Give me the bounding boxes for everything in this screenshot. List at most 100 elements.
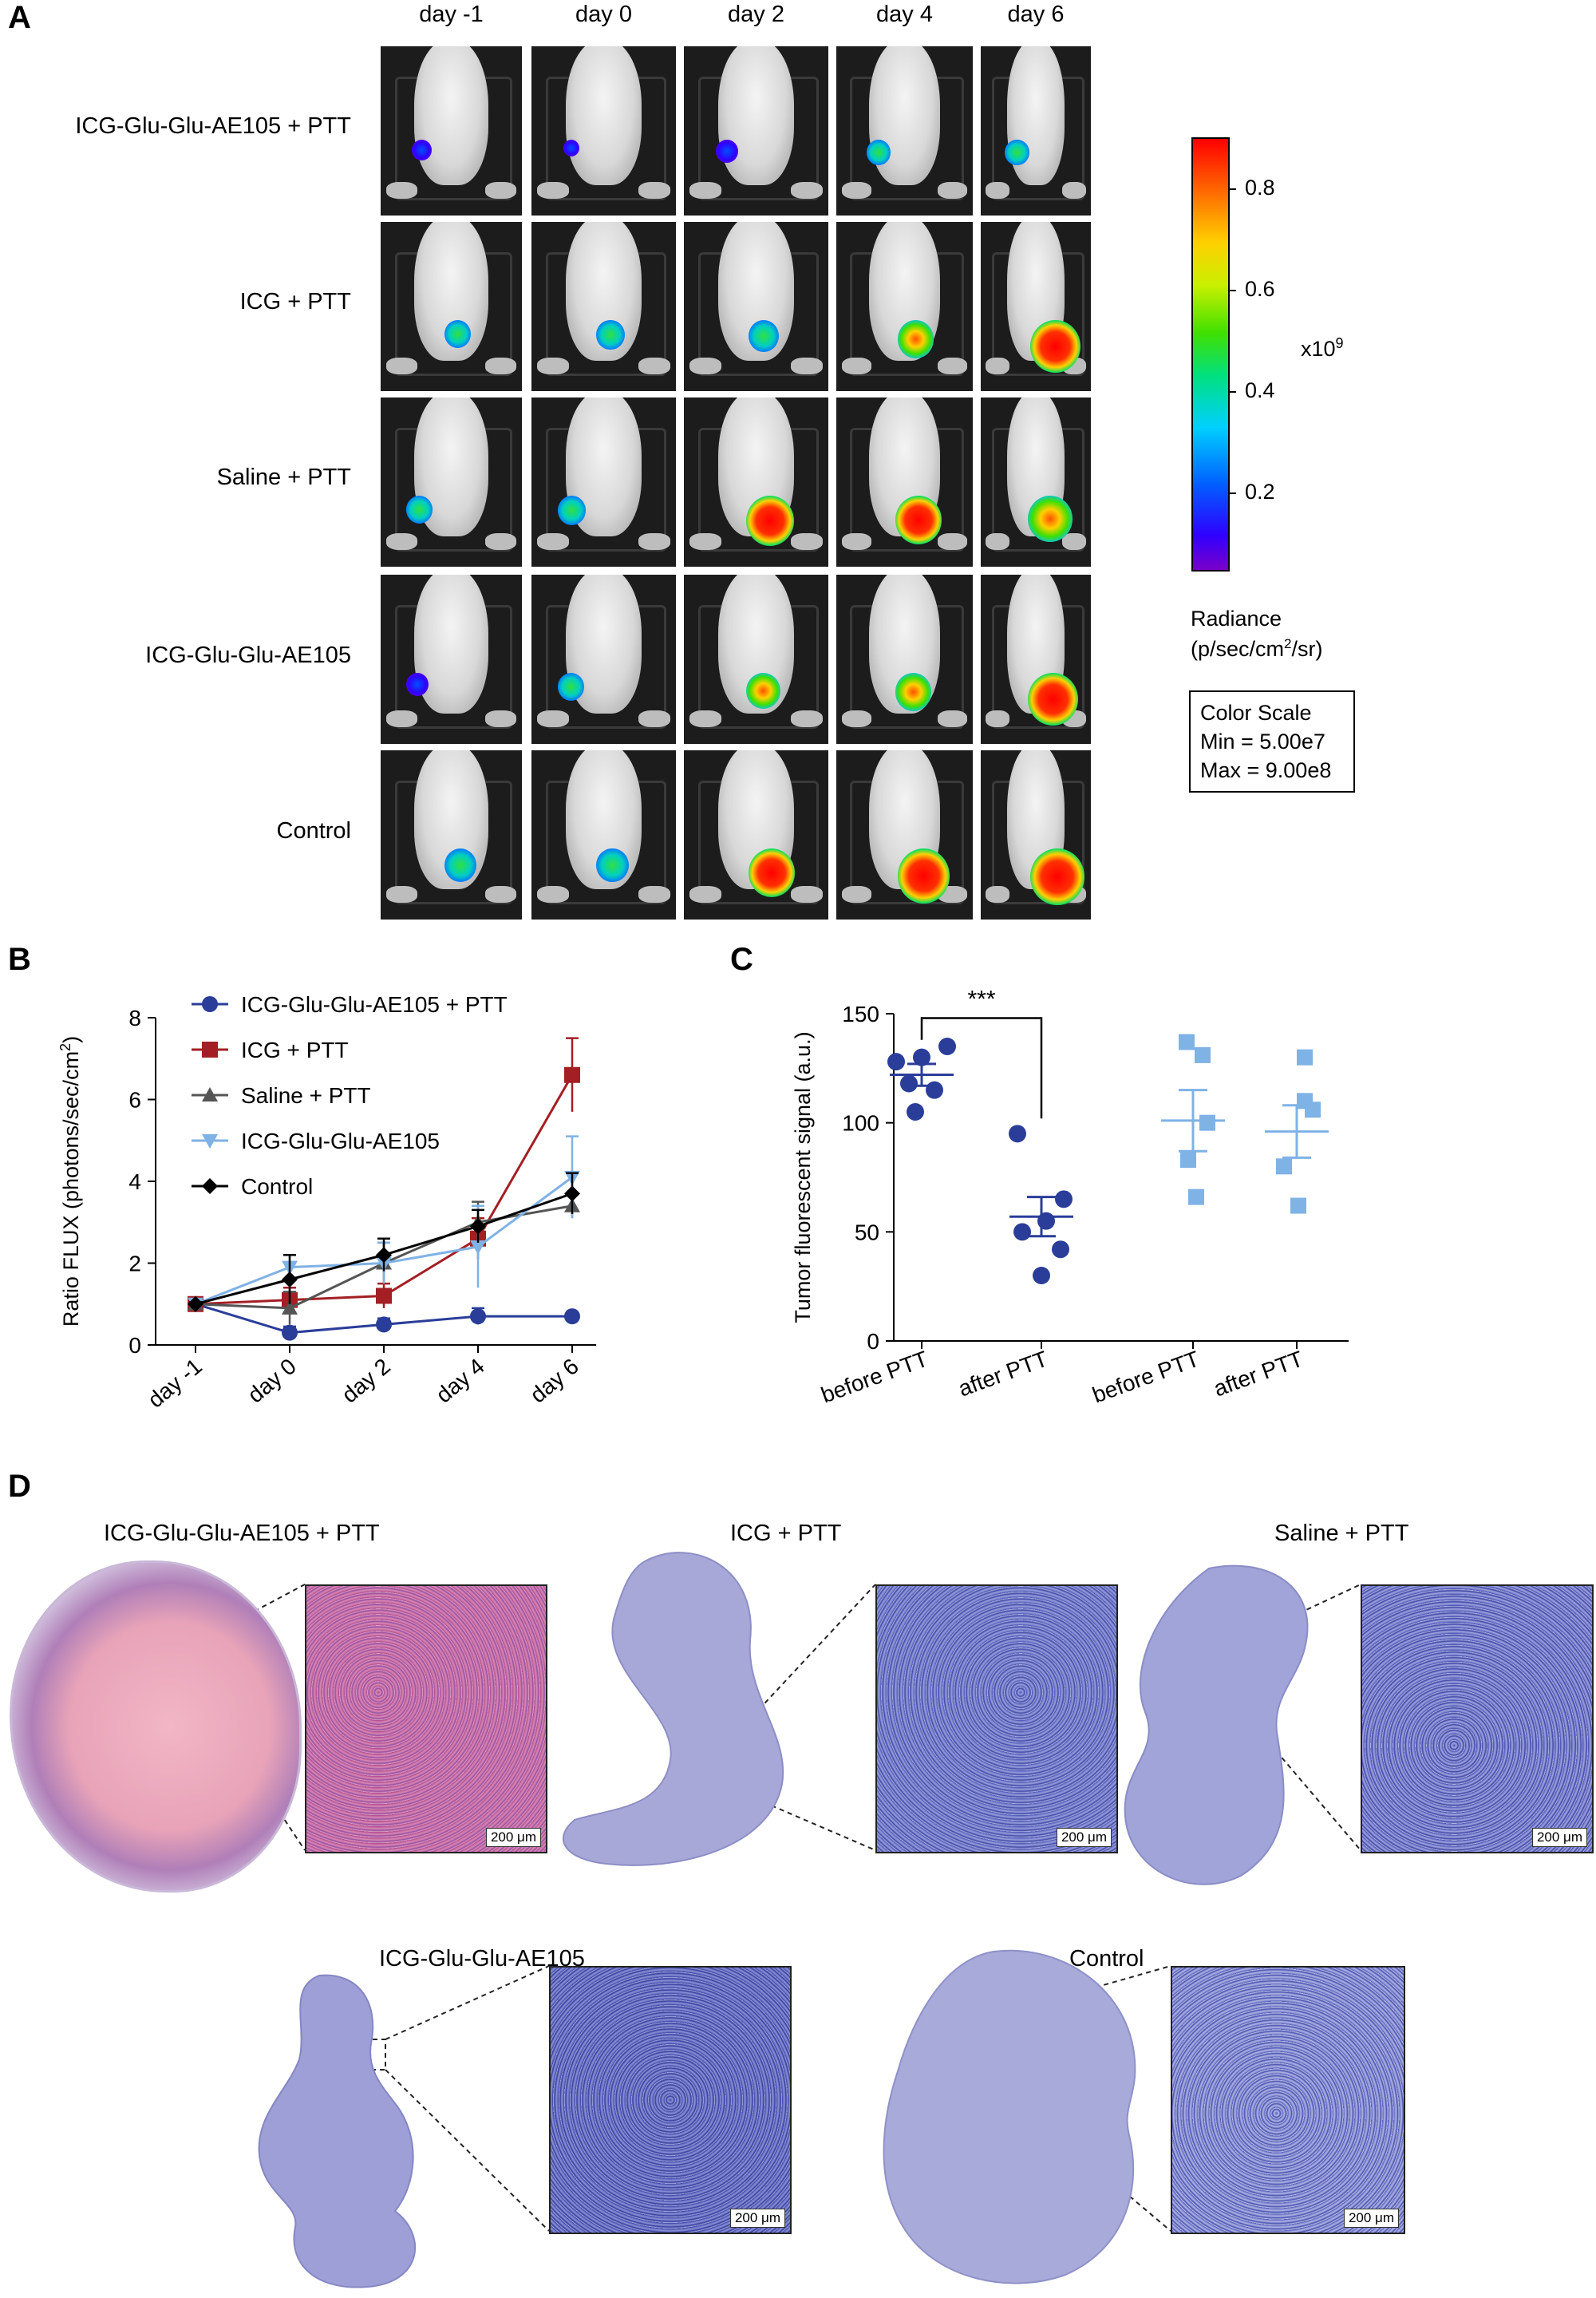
group-label: Control xyxy=(276,818,352,844)
tumor-signal xyxy=(1028,672,1079,726)
tissue-section-2 xyxy=(551,1545,870,1880)
tumor-signal xyxy=(897,848,950,904)
data-point xyxy=(1013,1223,1031,1241)
x-tick-label: day 6 xyxy=(525,1354,583,1408)
significance-label: *** xyxy=(967,986,995,1012)
y-tick-label: 6 xyxy=(128,1088,141,1113)
panel-b-line-chart: 0 2 4 6 8 day -1 day 0 day 2 day 4 day 6 Ratio FLU… xyxy=(57,992,596,1413)
mouse-image xyxy=(381,398,522,567)
tissue-section-5 xyxy=(866,1944,1169,2291)
y-tick-label: 8 xyxy=(128,1006,141,1030)
mouse-image xyxy=(381,575,522,744)
scalebar-1: 200 μm xyxy=(485,1828,541,1847)
data-point xyxy=(1037,1212,1055,1230)
data-point xyxy=(202,1134,218,1149)
data-point xyxy=(564,1308,580,1325)
data-point xyxy=(900,1074,918,1093)
histo-zoom-3: 200 μm xyxy=(1361,1584,1594,1853)
histo-zoom-4: 200 μm xyxy=(549,1966,792,2234)
panel-c-scatter-chart: 0 50 100 150 Tumor fluorescent signal (a.u.)… xyxy=(791,986,1349,1408)
histo-title-2: ICG + PTT xyxy=(730,1521,842,1546)
mouse-image xyxy=(684,750,828,920)
colorbar-tick-mark xyxy=(1228,390,1236,393)
tumor-signal xyxy=(1030,319,1081,374)
panel-b-label: B xyxy=(8,942,31,977)
mouse-image xyxy=(531,575,676,744)
mouse-image xyxy=(531,750,676,920)
day-label: day 2 xyxy=(728,2,784,27)
tumor-signal xyxy=(405,495,433,524)
day-label: day 0 xyxy=(575,2,632,27)
y-tick-label: 50 xyxy=(855,1220,879,1244)
colorbar-tick-label: 0.4 xyxy=(1245,378,1275,402)
x-tick-label: day -1 xyxy=(143,1354,207,1413)
group-label: Saline + PTT xyxy=(216,465,351,490)
mouse-image xyxy=(981,750,1091,920)
data-point xyxy=(1033,1267,1050,1284)
data-point xyxy=(1188,1189,1204,1205)
tumor-signal xyxy=(557,495,587,526)
data-point xyxy=(1009,1125,1026,1143)
mouse-image xyxy=(684,575,828,744)
tumor-signal xyxy=(557,672,584,701)
data-point xyxy=(470,1240,486,1255)
histo-title-3: Saline + PTT xyxy=(1274,1521,1409,1546)
data-point xyxy=(1305,1102,1321,1118)
legend-label: Saline + PTT xyxy=(241,1083,371,1108)
colorbar-tick-label: 0.2 xyxy=(1245,479,1275,504)
data-point xyxy=(470,1218,486,1235)
scatter-group xyxy=(1009,1125,1073,1284)
tumor-signal xyxy=(1028,495,1073,543)
mouse-image xyxy=(836,46,973,216)
tumor-signal xyxy=(411,139,433,161)
series xyxy=(188,1037,580,1312)
mouse-image xyxy=(836,222,973,391)
data-point xyxy=(376,1287,392,1304)
histo-title-5: Control xyxy=(1069,1946,1144,1972)
data-point xyxy=(376,1247,392,1264)
data-point xyxy=(1199,1114,1215,1131)
data-point xyxy=(926,1081,943,1099)
data-point xyxy=(887,1053,905,1071)
y-tick-label: 2 xyxy=(128,1252,141,1276)
y-tick-label: 150 xyxy=(842,1002,879,1026)
tumor-signal xyxy=(745,672,780,710)
data-point xyxy=(1290,1197,1306,1214)
panel-d-label: D xyxy=(8,1469,31,1504)
histo-title-1: ICG-Glu-Glu-AE105 + PTT xyxy=(104,1521,380,1546)
tumor-signal xyxy=(1005,139,1029,165)
data-point xyxy=(1055,1190,1073,1208)
legend-label: ICG-Glu-Glu-AE105 + PTT xyxy=(241,992,508,1017)
tumor-signal xyxy=(895,672,932,711)
mouse-image xyxy=(981,398,1091,567)
y-axis-label: Tumor fluorescent signal (a.u.) xyxy=(791,1031,815,1323)
data-point xyxy=(1179,1034,1195,1050)
tumor-signal xyxy=(715,139,738,163)
panel-c-label: C xyxy=(730,942,753,977)
group-label: ICG + PTT xyxy=(239,289,351,314)
data-point xyxy=(470,1308,486,1325)
tumor-signal xyxy=(866,139,891,165)
tumor-signal xyxy=(897,319,934,358)
tumor-signal xyxy=(444,848,477,883)
day-label: day -1 xyxy=(419,2,484,27)
day-label: day 4 xyxy=(876,2,933,27)
significance-bracket xyxy=(920,1017,1043,1119)
data-point xyxy=(564,1185,580,1202)
data-point xyxy=(564,1066,580,1083)
group-label: ICG-Glu-Glu-AE105 xyxy=(145,643,351,668)
x-tick-label: day 2 xyxy=(337,1354,394,1408)
tissue-section-3 xyxy=(1113,1560,1329,1888)
x-tick-label: after PTT xyxy=(1211,1347,1306,1402)
data-point xyxy=(202,996,218,1012)
data-point xyxy=(202,1087,218,1102)
histo-zoom-2: 200 μm xyxy=(875,1584,1118,1853)
scalebar-4: 200 μm xyxy=(729,2209,785,2228)
data-point xyxy=(282,1272,298,1287)
color-scale-title: Color Scale xyxy=(1200,701,1312,725)
tumor-signal xyxy=(1030,848,1085,906)
data-point xyxy=(282,1299,298,1315)
tissue-section-1 xyxy=(10,1560,302,1893)
data-point xyxy=(282,1324,298,1341)
x-tick-label: before PTT xyxy=(818,1347,931,1408)
